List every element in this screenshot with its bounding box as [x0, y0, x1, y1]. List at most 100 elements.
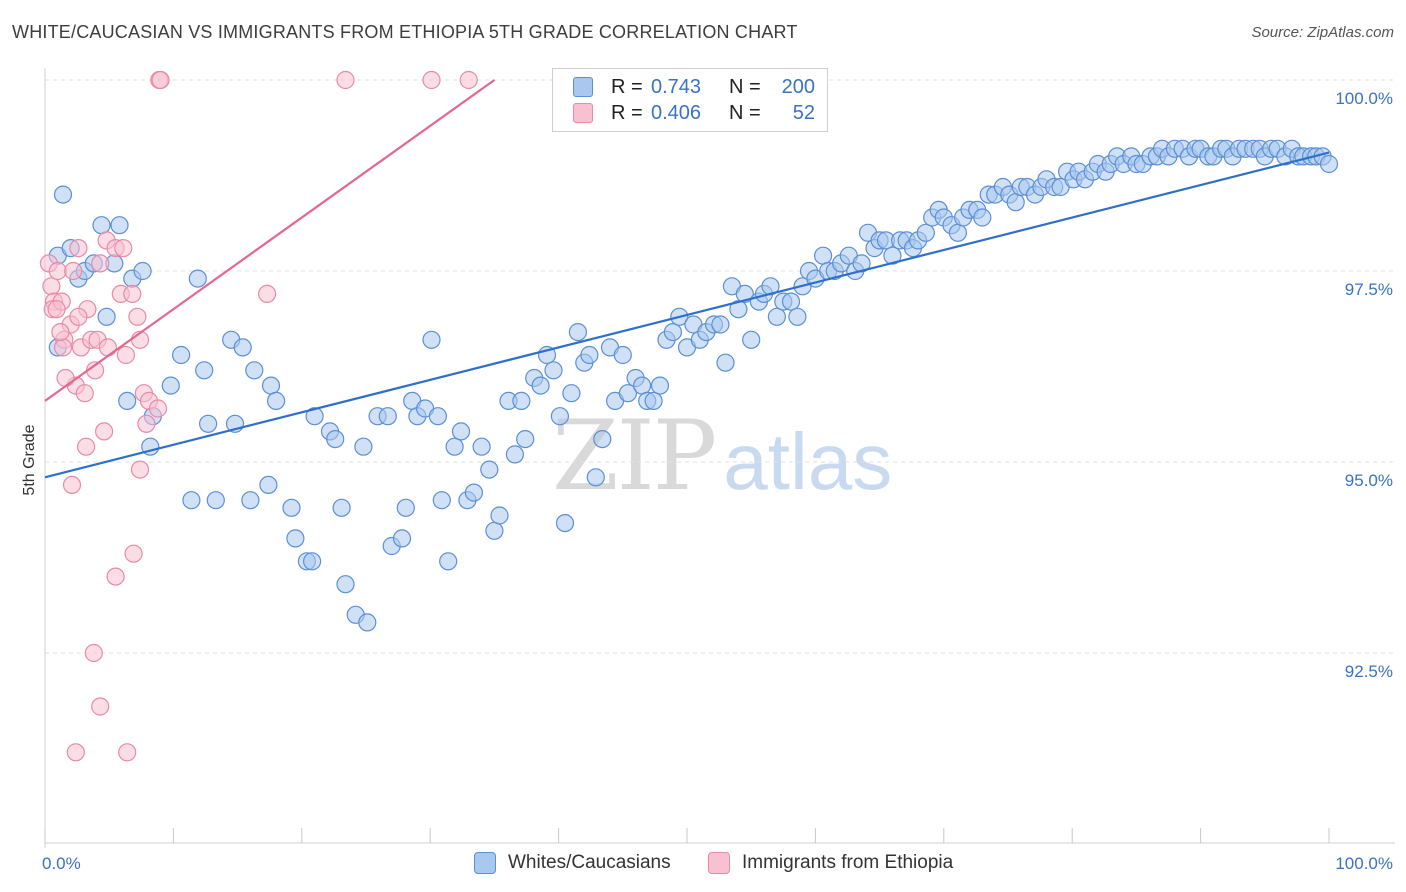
data-point-whites — [439, 552, 458, 571]
data-point-whites — [729, 300, 748, 319]
data-point-whites — [550, 407, 570, 426]
legend-r-label: R = — [611, 75, 643, 98]
data-point-whites — [133, 261, 152, 281]
chart-title: WHITE/CAUCASIAN VS IMMIGRANTS FROM ETHIO… — [12, 22, 798, 42]
data-point-whites — [464, 483, 483, 502]
data-point-ethiopia — [69, 307, 88, 326]
data-point-whites — [544, 361, 563, 380]
data-point-whites — [632, 376, 652, 395]
data-point-whites — [451, 422, 471, 441]
data-point-whites — [326, 430, 345, 449]
legend-item-ethiopia: Immigrants from Ethiopia — [708, 852, 953, 874]
data-point-ethiopia — [51, 323, 70, 342]
data-point-ethiopia — [64, 261, 83, 281]
data-point-whites — [97, 307, 116, 326]
data-point-ethiopia — [94, 422, 114, 441]
data-point-ethiopia — [336, 70, 355, 90]
data-point-ethiopia — [76, 437, 96, 456]
trend-line-ethiopia — [44, 79, 496, 402]
legend-row-whites: R = 0.743 N = 200 — [573, 75, 815, 99]
data-point-ethiopia — [91, 697, 110, 716]
trend-lines — [44, 79, 1330, 479]
data-point-ethiopia — [75, 384, 94, 403]
stats-legend: R = 0.743 N = 200 R = 0.406 N = 52 — [552, 68, 828, 132]
x-tick-label: 0.0% — [42, 854, 81, 873]
series-legend: Whites/Caucasians Immigrants from Ethiop… — [0, 852, 1406, 876]
data-point-whites — [286, 529, 305, 548]
data-point-whites — [485, 521, 504, 540]
data-point-whites — [432, 491, 451, 510]
data-point-whites — [490, 506, 509, 525]
data-point-ethiopia — [69, 239, 88, 258]
data-point-ethiopia — [98, 338, 118, 357]
data-point-whites — [161, 376, 180, 395]
y-tick-label: 95.0% — [1345, 471, 1393, 490]
data-point-whites — [480, 460, 499, 479]
data-point-whites — [110, 216, 129, 235]
legend-swatch-pink — [573, 103, 593, 123]
data-point-whites — [613, 345, 632, 365]
data-point-ethiopia — [151, 70, 170, 90]
legend-swatch-pink — [708, 852, 730, 874]
data-point-whites — [206, 491, 225, 510]
data-point-whites — [716, 353, 735, 372]
data-point-ethiopia — [114, 239, 133, 258]
data-point-whites — [788, 307, 807, 326]
data-point-whites — [92, 216, 111, 235]
data-point-ethiopia — [130, 460, 150, 479]
data-point-whites — [182, 491, 201, 510]
data-point-whites — [188, 269, 207, 288]
legend-swatch-blue — [474, 852, 496, 874]
data-point-whites — [392, 529, 412, 548]
legend-swatch-blue — [573, 77, 593, 97]
data-point-ethiopia — [48, 261, 67, 281]
data-point-whites — [241, 491, 260, 510]
data-point-whites — [336, 575, 355, 594]
data-point-whites — [562, 384, 581, 403]
legend-r-label: R = — [611, 101, 643, 124]
data-point-whites — [472, 437, 491, 456]
source-label: Source: ZipAtlas.com — [1251, 24, 1394, 41]
legend-row-ethiopia: R = 0.406 N = 52 — [573, 101, 815, 125]
data-point-whites — [555, 513, 575, 533]
data-point-ethiopia — [47, 300, 66, 319]
data-point-whites — [568, 323, 588, 342]
legend-item-label: Immigrants from Ethiopia — [742, 852, 954, 873]
data-point-whites — [428, 407, 447, 426]
data-point-whites — [233, 338, 252, 357]
y-tick-label: 92.5% — [1345, 662, 1393, 681]
data-point-whites — [267, 391, 286, 410]
data-point-ethiopia — [123, 284, 142, 303]
legend-n-label: N = — [729, 101, 761, 124]
data-point-whites — [199, 414, 218, 433]
data-point-ethiopia — [42, 277, 61, 296]
data-point-ethiopia — [459, 70, 478, 90]
data-point-ethiopia — [118, 743, 137, 762]
data-point-whites — [305, 407, 324, 426]
y-tick-label: 100.0% — [1335, 89, 1393, 108]
data-point-whites — [593, 430, 612, 449]
data-point-whites — [512, 391, 531, 410]
data-point-ethiopia — [116, 345, 136, 365]
x-tick-label: 100.0% — [1335, 854, 1393, 873]
data-point-whites — [948, 223, 968, 242]
data-point-whites — [531, 376, 550, 395]
data-point-ethiopia — [148, 399, 168, 418]
data-point-whites — [973, 208, 992, 227]
data-point-ethiopia — [137, 414, 156, 433]
data-point-whites — [663, 323, 683, 342]
data-point-whites — [813, 246, 833, 265]
data-point-whites — [422, 330, 441, 349]
trend-line-whites — [44, 151, 1330, 479]
data-point-whites — [580, 345, 599, 365]
data-point-whites — [644, 391, 663, 410]
data-point-ethiopia — [56, 368, 75, 388]
y-tick-label: 97.5% — [1345, 280, 1393, 299]
data-point-whites — [916, 223, 935, 242]
data-point-whites — [618, 384, 638, 403]
data-point-whites — [586, 468, 605, 487]
data-point-whites — [245, 361, 264, 380]
data-point-ethiopia — [53, 338, 73, 357]
data-point-whites — [118, 391, 137, 410]
